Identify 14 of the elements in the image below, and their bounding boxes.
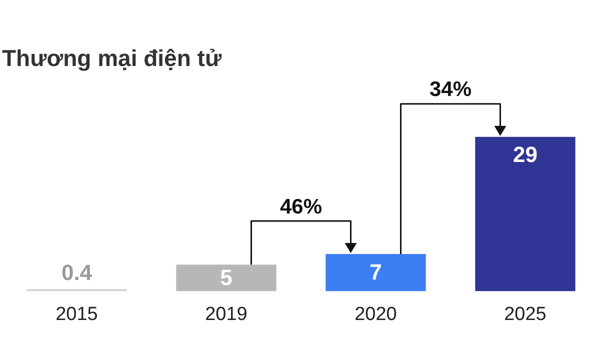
- annotation: 46%: [280, 195, 322, 218]
- bar: [475, 136, 576, 292]
- data-label: 7: [370, 260, 382, 285]
- bar: [176, 264, 276, 292]
- chart-title: Thương mại điện tử: [2, 45, 222, 72]
- data-label: 29: [513, 142, 538, 167]
- x-tick-label: 2015: [56, 304, 98, 325]
- bar: [326, 254, 426, 292]
- data-label: 0.4: [61, 260, 93, 286]
- x-tick-label: 2025: [504, 304, 546, 325]
- text: 34%: [429, 78, 472, 102]
- x-tick-label: 2020: [354, 304, 397, 325]
- x-tick-label: 2019: [205, 304, 248, 325]
- data-label: 5: [220, 264, 232, 290]
